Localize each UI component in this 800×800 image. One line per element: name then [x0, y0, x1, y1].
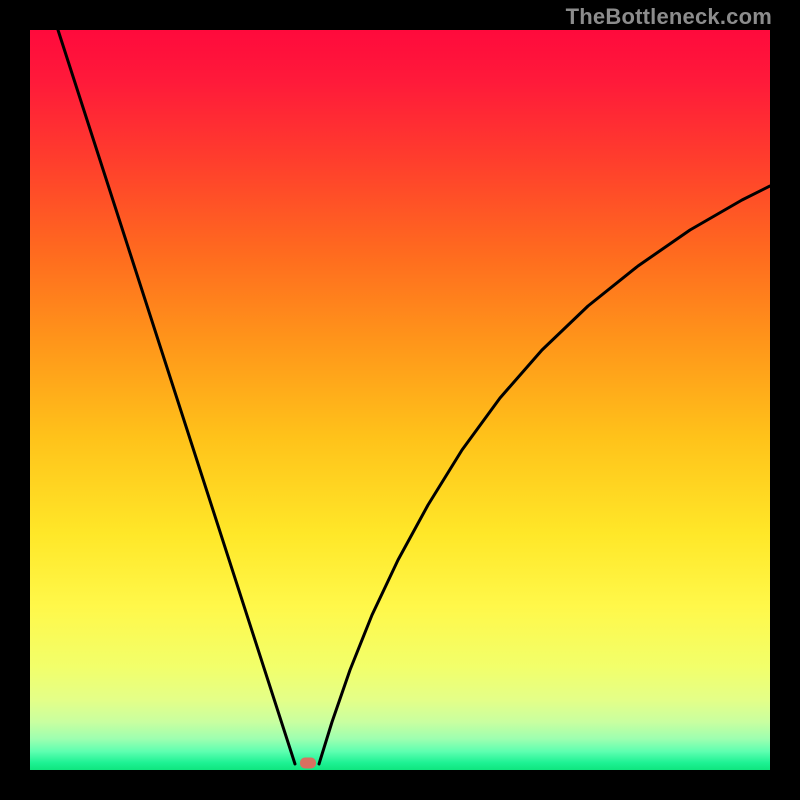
chart-frame: TheBottleneck.com [0, 0, 800, 800]
curve-right-branch [319, 186, 770, 764]
watermark-text: TheBottleneck.com [566, 4, 772, 30]
plot-svg-layer [30, 30, 770, 770]
min-point-marker [300, 758, 316, 769]
curve-left-branch [58, 30, 295, 764]
plot-area [30, 30, 770, 770]
